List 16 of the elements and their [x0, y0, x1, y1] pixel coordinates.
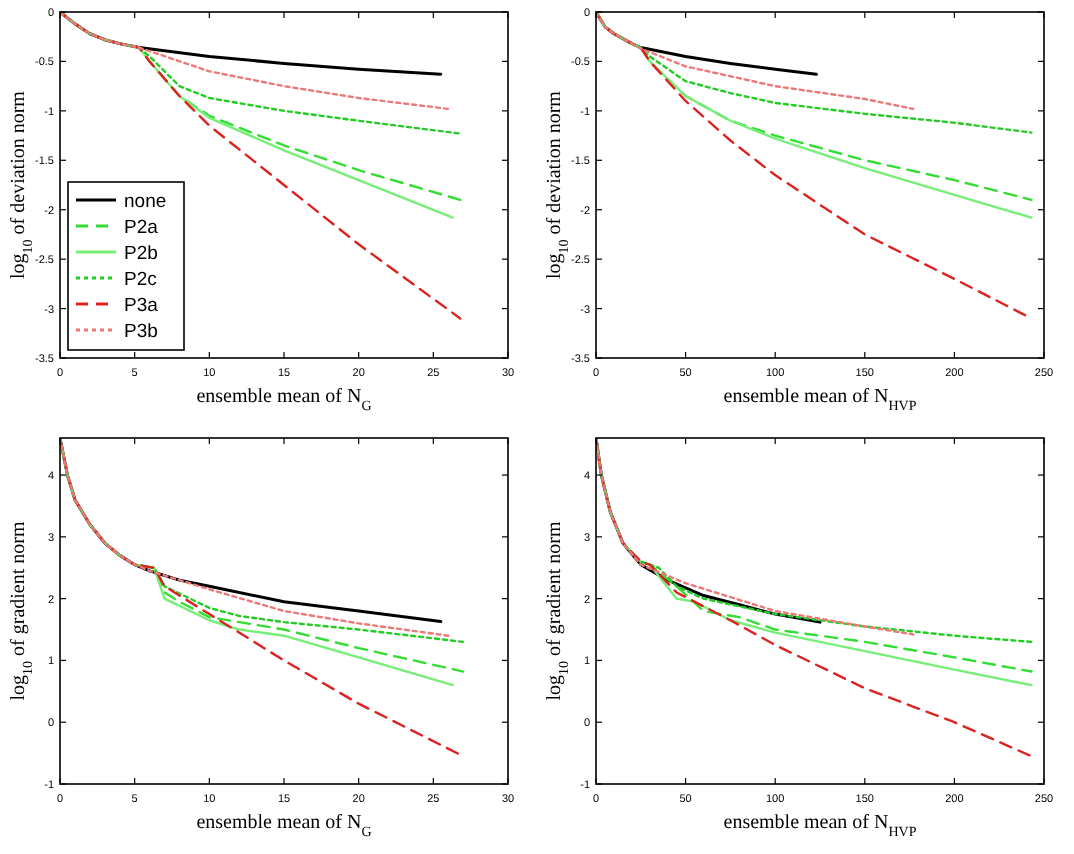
legend-label: P2a — [124, 217, 160, 239]
x-axis-title: ensemble mean of N$_{HVP}$ — [723, 812, 917, 840]
line-series — [60, 12, 462, 320]
x-axis-title: ensemble mean of N$_{G}$ — [196, 386, 372, 414]
x-axis-title: ensemble mean of N$_{HVP}$ — [723, 386, 917, 414]
legend-label: none — [124, 191, 167, 213]
x-axis-title: ensemble mean of N$_{G}$ — [196, 812, 372, 840]
line-series — [60, 438, 465, 758]
line-series — [596, 12, 915, 111]
legend-label: P3b — [124, 321, 158, 343]
line-series — [596, 438, 1033, 758]
legend-label: P3a — [124, 295, 160, 317]
legend-label: P2b — [124, 243, 158, 265]
line-series — [596, 438, 915, 636]
line-series — [60, 12, 450, 111]
legend-label: P2c — [124, 269, 158, 291]
